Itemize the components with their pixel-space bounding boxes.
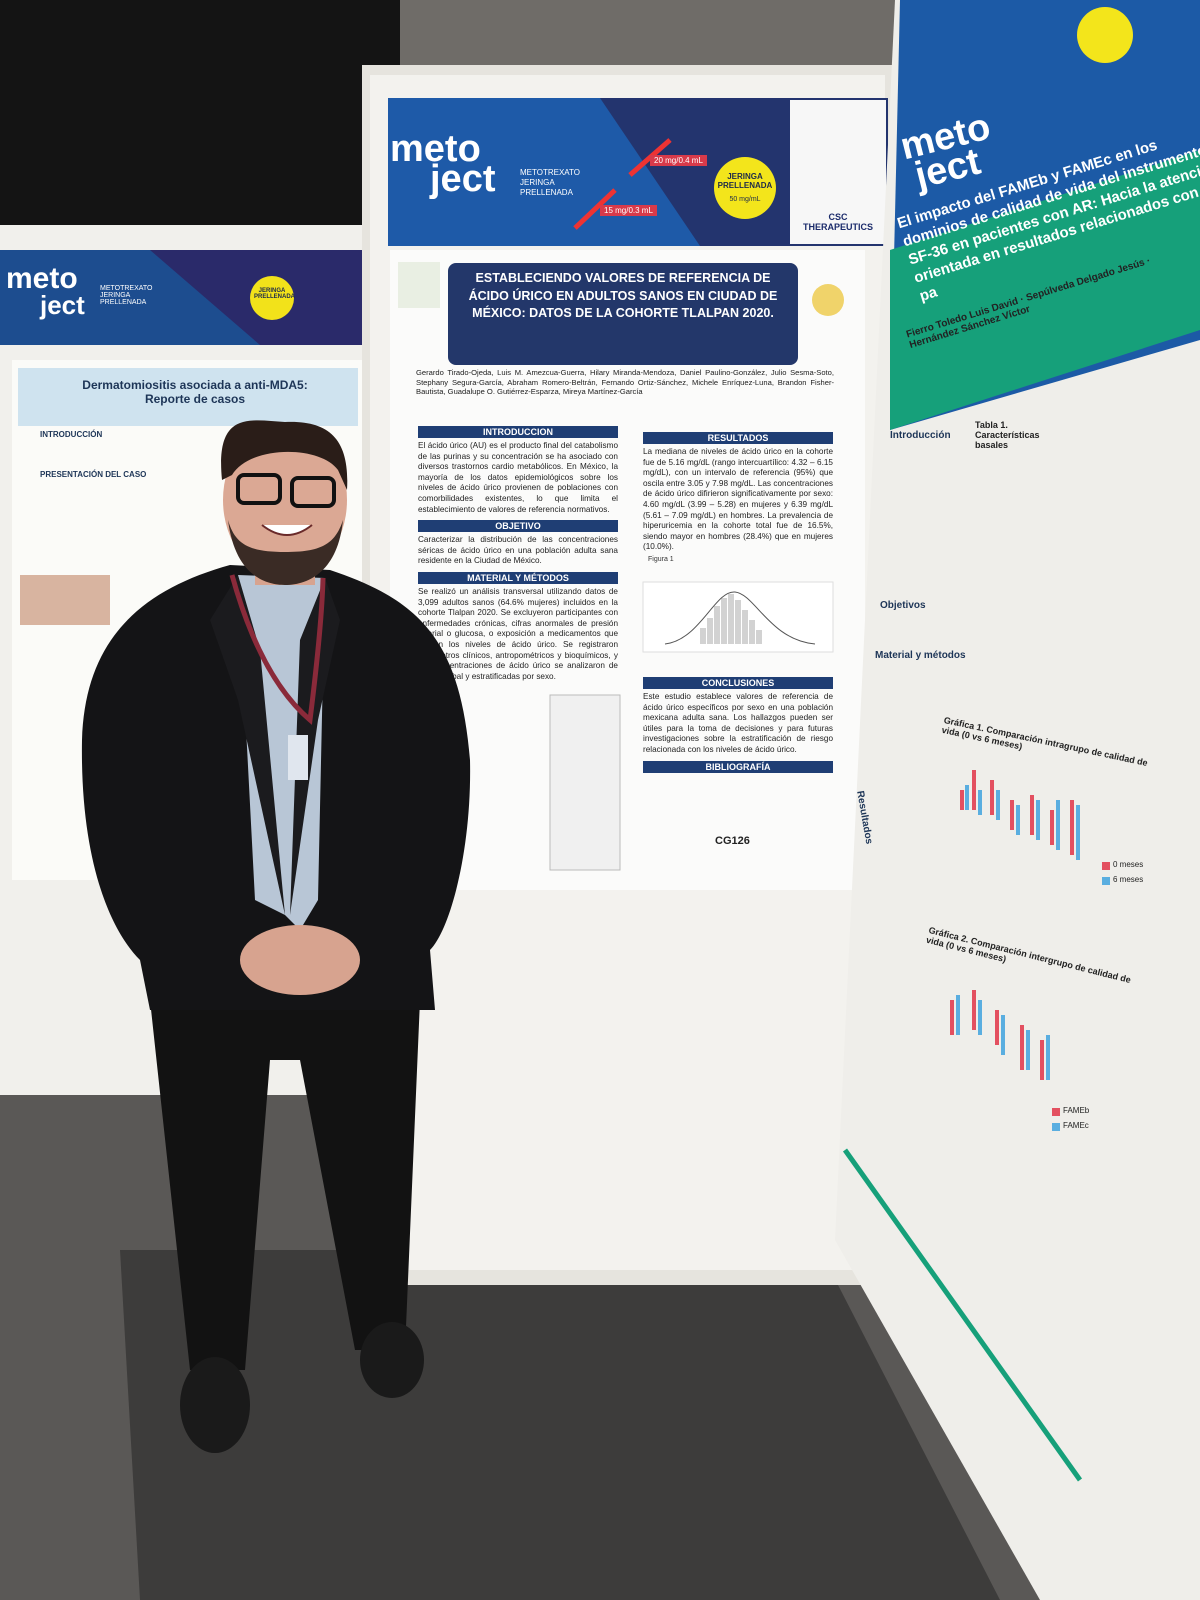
right-title-band <box>890 150 1200 430</box>
density-curve <box>664 591 816 645</box>
legend-swatch <box>1102 877 1110 885</box>
legend-entry: FAMEb <box>1063 1106 1090 1115</box>
section-heading: INTRODUCCIÓN <box>40 430 103 439</box>
legend-swatch <box>1052 1108 1060 1116</box>
poster-title: Dermatomiositis asociada a anti-MDA5: Re… <box>82 378 308 406</box>
left-badge <box>250 276 294 320</box>
right-chart2-decor <box>956 785 1080 1080</box>
legend-swatch <box>1052 1123 1060 1131</box>
legend-entry: 0 meses <box>1113 860 1144 869</box>
tagline: METOTREXATO JERINGA PRELLENADA <box>520 168 581 197</box>
sponsor-area <box>790 100 886 244</box>
table-decor <box>549 694 621 871</box>
section-text: Caracterizar la distribución de las conc… <box>418 535 618 566</box>
section-heading: INTRODUCCION <box>418 426 618 438</box>
section-heading: CONCLUSIONES <box>643 677 833 689</box>
right-column-lower: CONCLUSIONES Este estudio establece valo… <box>643 677 833 773</box>
brand: meto <box>6 262 78 295</box>
badge: JERINGA PRELLENADA <box>717 172 773 190</box>
dark-wall <box>0 0 400 240</box>
left-photo <box>20 575 110 625</box>
section-text: Este estudio establece valores de refere… <box>643 692 833 754</box>
brand: meto <box>390 128 481 170</box>
main-badge <box>714 157 776 219</box>
tagline: METOTREXATO JERINGA PRELLENADA <box>100 285 153 306</box>
title-box <box>448 263 798 365</box>
section-heading: Introducción <box>890 430 951 441</box>
dose-label: 15 mg/0.3 mL <box>600 205 657 216</box>
legend-entry: 6 meses <box>1113 875 1144 884</box>
legend-swatch <box>1102 862 1110 870</box>
section-text: El ácido úrico (AU) es el producto final… <box>418 441 618 514</box>
histogram-decor <box>700 594 762 644</box>
section-heading: MATERIAL Y MÉTODOS <box>418 571 618 584</box>
logo-right <box>812 284 844 316</box>
section-heading: BIBLIOGRAFÍA <box>643 760 833 773</box>
poster-code: CG126 <box>715 835 750 847</box>
section-heading: OBJETIVO <box>418 520 618 533</box>
brand: ject <box>430 158 496 200</box>
section-heading: Material y métodos <box>875 650 966 661</box>
section-text: La mediana de niveles de ácido úrico en … <box>643 447 833 552</box>
sponsor: CSC THERAPEUTICS <box>802 212 873 232</box>
authors: Gerardo Tirado-Ojeda, Luis M. Amezcua-Gu… <box>416 368 834 397</box>
badge-concentration: 50 mg/mL <box>729 196 761 203</box>
brand: ject <box>40 290 85 320</box>
section-heading: Objetivos <box>880 600 926 611</box>
logo-left <box>398 262 440 308</box>
right-chart1-decor <box>950 770 1074 1080</box>
dose-label: 20 mg/0.4 mL <box>650 155 707 166</box>
figure-label: Figura 1 <box>648 556 674 563</box>
table-label: Tabla 1. Características basales <box>975 420 1040 450</box>
syringe <box>573 188 617 230</box>
left-column: INTRODUCCION El ácido úrico (AU) es el p… <box>418 426 618 687</box>
right-green-line <box>842 1148 1083 1482</box>
section-heading: PRESENTACIÓN DEL CASO <box>40 470 147 479</box>
section-text: Se realizó un análisis transversal utili… <box>418 586 618 681</box>
poster-title: ESTABLECIENDO VALORES DE REFERENCIA DE Á… <box>468 271 778 320</box>
section-heading: RESULTADOS <box>643 432 833 444</box>
right-badge <box>1077 7 1133 63</box>
left-title-band <box>18 368 358 426</box>
right-column: RESULTADOS La mediana de niveles de ácid… <box>643 432 833 558</box>
legend-entry: FAMEc <box>1063 1121 1089 1130</box>
badge: JERINGA PRELLENADA <box>254 288 296 300</box>
